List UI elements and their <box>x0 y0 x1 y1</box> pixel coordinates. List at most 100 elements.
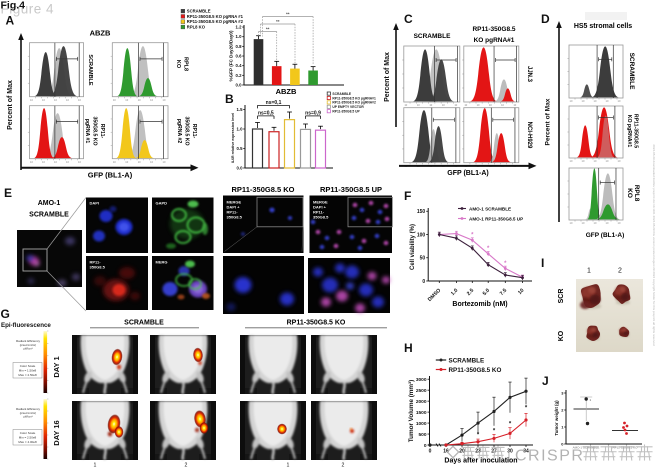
svg-text:500: 500 <box>418 432 426 438</box>
svg-text:GAPD: GAPD <box>156 201 168 206</box>
svg-text:RP11-350G8.5 KO: RP11-350G8.5 KO <box>613 446 639 450</box>
svg-text:RP11-: RP11- <box>90 260 102 265</box>
svg-text:RP11-350G8.5: RP11-350G8.5 <box>472 26 515 33</box>
svg-text:RP11-350G8.5 KO pgRNA#1: RP11-350G8.5 KO pgRNA#1 <box>332 96 376 100</box>
svg-text:RP11-350G8.5 KO: RP11-350G8.5 KO <box>287 320 346 327</box>
svg-text:ABZB: ABZB <box>276 87 297 96</box>
svg-text:10: 10 <box>618 221 621 225</box>
svg-text:SCRAMBLE: SCRAMBLE <box>332 92 351 96</box>
svg-text:SCR: SCR <box>558 289 565 304</box>
svg-text:*: * <box>487 246 490 252</box>
svg-text:10: 10 <box>42 98 45 102</box>
svg-text:30: 30 <box>507 449 513 455</box>
svg-text:10: 10 <box>594 159 597 163</box>
svg-text:10: 10 <box>78 98 81 102</box>
svg-text:D: D <box>541 12 550 26</box>
svg-text:*: * <box>461 435 464 441</box>
svg-text:MERGE: MERGE <box>227 200 242 205</box>
svg-text:NCI-H929: NCI-H929 <box>526 122 532 149</box>
svg-text:10: 10 <box>454 103 457 107</box>
svg-text:350G8.5 KO: 350G8.5 KO <box>184 116 190 145</box>
svg-text:SCRAMBLE: SCRAMBLE <box>449 357 485 364</box>
svg-text:10: 10 <box>429 103 432 107</box>
svg-text:Tumor Volume (mm³): Tumor Volume (mm³) <box>408 380 415 442</box>
svg-text:2.5: 2.5 <box>466 288 475 297</box>
svg-text:Bortezomib (nM): Bortezomib (nM) <box>452 301 507 308</box>
svg-text:10: 10 <box>582 159 585 163</box>
svg-text:10: 10 <box>66 98 69 102</box>
svg-text:1: 1 <box>287 463 290 469</box>
svg-text:RP11-350G8.5 KO pgRNA #2: RP11-350G8.5 KO pgRNA #2 <box>187 19 244 24</box>
svg-text:Epi-fluorescence: Epi-fluorescence <box>1 322 51 329</box>
svg-text:10: 10 <box>138 160 141 164</box>
svg-text:10: 10 <box>417 103 420 107</box>
svg-text:AMO-1 SCRAMBLE: AMO-1 SCRAMBLE <box>573 446 600 450</box>
svg-text:MERGE: MERGE <box>313 200 328 205</box>
svg-text:SCRAMBLE: SCRAMBLE <box>29 212 69 219</box>
svg-text:1: 1 <box>587 268 591 275</box>
svg-text:10: 10 <box>582 99 585 103</box>
svg-text:*: * <box>477 433 480 439</box>
svg-text:Radiant Efficiency: Radiant Efficiency <box>16 407 40 411</box>
svg-text:pgRNA #2: pgRNA #2 <box>176 119 182 144</box>
svg-text:150: 150 <box>417 209 426 215</box>
svg-text:DAPI +: DAPI + <box>227 205 241 210</box>
svg-text:0: 0 <box>561 442 564 447</box>
svg-text:2024-08-29 downloaded bioRxiv: 2024-08-29 downloaded bioRxiv preprint d… <box>652 144 656 346</box>
svg-text:*: * <box>525 406 528 412</box>
svg-text:1.5: 1.5 <box>237 107 244 112</box>
svg-text:*: * <box>493 429 496 435</box>
svg-text:0.0: 0.0 <box>236 83 243 88</box>
svg-text:10: 10 <box>570 221 573 225</box>
svg-text:I: I <box>541 256 544 270</box>
svg-text:1.2: 1.2 <box>236 25 243 30</box>
svg-text:**: ** <box>266 26 270 31</box>
svg-text:A: A <box>6 14 15 28</box>
svg-text:10: 10 <box>501 103 504 107</box>
svg-text:KO pgRNA#1: KO pgRNA#1 <box>626 115 632 148</box>
svg-text:10: 10 <box>513 103 516 107</box>
svg-text:10: 10 <box>125 160 128 164</box>
svg-text:RP11-: RP11- <box>313 210 325 215</box>
svg-text:JJN.3: JJN.3 <box>526 66 532 83</box>
svg-text:10: 10 <box>477 103 480 107</box>
svg-text:1: 1 <box>561 425 564 430</box>
svg-text:10: 10 <box>594 99 597 103</box>
svg-text:Radiant Efficiency: Radiant Efficiency <box>16 339 40 343</box>
svg-text:10: 10 <box>570 159 573 163</box>
svg-text:DAY 1: DAY 1 <box>52 356 61 377</box>
svg-text:2500: 2500 <box>416 388 427 394</box>
svg-text:F: F <box>404 189 411 203</box>
svg-text:Color Scale: Color Scale <box>20 364 36 368</box>
svg-text:(p/sec/cm²/sr): (p/sec/cm²/sr) <box>20 343 37 347</box>
svg-text:KO pgRNA#1: KO pgRNA#1 <box>474 37 515 44</box>
svg-text:RPL8: RPL8 <box>183 57 189 71</box>
svg-text:AMO-1 SCRAMBLE: AMO-1 SCRAMBLE <box>469 207 511 212</box>
svg-text:0.5: 0.5 <box>237 146 244 151</box>
svg-text:10: 10 <box>489 103 492 107</box>
svg-text:Min = 2.50e8: Min = 2.50e8 <box>19 436 37 440</box>
svg-text:RP11-350G8.5 UP: RP11-350G8.5 UP <box>320 185 382 194</box>
svg-text:10: 10 <box>606 159 609 163</box>
svg-text:IL6R relative expression level: IL6R relative expression level <box>231 113 235 163</box>
svg-text:B: B <box>225 92 234 106</box>
svg-text:Percent of Max: Percent of Max <box>545 98 552 145</box>
svg-text:*: * <box>509 422 512 428</box>
svg-text:E: E <box>4 186 12 200</box>
svg-text:AMO-1: AMO-1 <box>38 200 61 207</box>
svg-text:DAPI +: DAPI + <box>313 205 327 210</box>
svg-text:ns=0,5: ns=0,5 <box>258 110 274 116</box>
svg-text:Days after inoculation: Days after inoculation <box>444 458 517 465</box>
svg-text:RP11-: RP11- <box>99 124 105 139</box>
svg-text:KO: KO <box>626 188 633 198</box>
svg-text:KO: KO <box>175 60 181 69</box>
svg-text:10: 10 <box>54 98 57 102</box>
svg-text:|: | <box>507 448 510 463</box>
svg-text:RP11-350G8.5: RP11-350G8.5 <box>633 114 639 148</box>
svg-text:Tumor weight (g): Tumor weight (g) <box>554 400 559 436</box>
svg-text:0.2: 0.2 <box>236 73 243 78</box>
svg-text:10: 10 <box>30 98 33 102</box>
svg-text:34: 34 <box>523 449 529 455</box>
svg-text:1000: 1000 <box>416 421 427 427</box>
svg-text:0: 0 <box>429 449 432 455</box>
